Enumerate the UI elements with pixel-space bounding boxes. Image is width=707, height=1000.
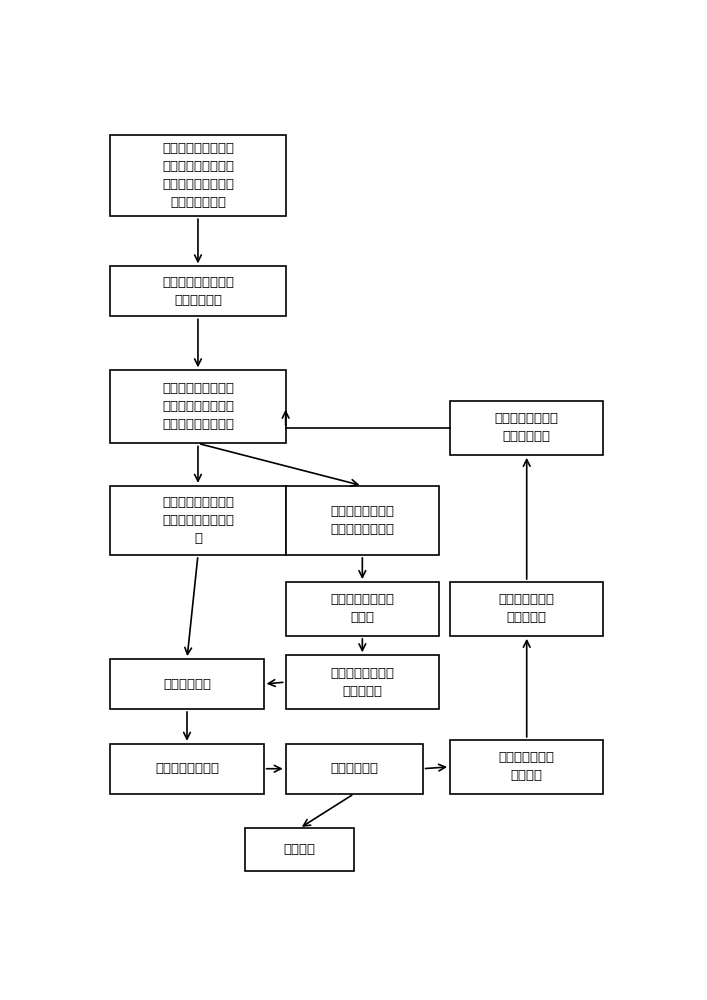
Text: 电容器的电压达到
放电电压值: 电容器的电压达到 放电电压值 [330,667,395,698]
Text: 电容器电压达到
预存电压值: 电容器电压达到 预存电压值 [498,593,555,624]
FancyBboxPatch shape [286,655,439,709]
FancyBboxPatch shape [450,740,604,794]
FancyBboxPatch shape [450,582,604,636]
Text: 恒流源组件关闭，
停止输出电流: 恒流源组件关闭， 停止输出电流 [495,412,559,444]
FancyBboxPatch shape [110,744,264,794]
Text: 设置多个磁场强度等
级、消磁电流值、电
容器放电电压值、电
容器预存电压值: 设置多个磁场强度等 级、消磁电流值、电 容器放电电压值、电 容器预存电压值 [162,142,234,209]
FancyBboxPatch shape [110,659,264,709]
FancyBboxPatch shape [110,135,286,216]
Text: 关闭装置: 关闭装置 [284,843,315,856]
Text: 放电线圈放电消磁: 放电线圈放电消磁 [155,762,219,775]
FancyBboxPatch shape [245,828,354,871]
Text: 放电开关接通: 放电开关接通 [163,678,211,691]
Text: 选择消磁磁场强度等
级，启动自动消磁程
序，开启恒流源组件: 选择消磁磁场强度等 级，启动自动消磁程 序，开启恒流源组件 [162,382,234,431]
FancyBboxPatch shape [450,401,604,455]
Text: 启动装置，控制系统
组件开始工作: 启动装置，控制系统 组件开始工作 [162,276,234,307]
FancyBboxPatch shape [286,486,439,555]
Text: 恒流源组件输出电流
大于或等于消磁电流
值: 恒流源组件输出电流 大于或等于消磁电流 值 [162,496,234,545]
Text: 放电开关断开: 放电开关断开 [330,762,378,775]
FancyBboxPatch shape [286,744,423,794]
FancyBboxPatch shape [110,486,286,555]
Text: 恒流源组件给电
容器充电: 恒流源组件给电 容器充电 [498,751,555,782]
Text: 恒流源组件输出电
流小于消磁电流值: 恒流源组件输出电 流小于消磁电流值 [330,505,395,536]
FancyBboxPatch shape [110,370,286,443]
FancyBboxPatch shape [110,266,286,316]
Text: 恒流源组件给电容
器充电: 恒流源组件给电容 器充电 [330,593,395,624]
FancyBboxPatch shape [286,582,439,636]
